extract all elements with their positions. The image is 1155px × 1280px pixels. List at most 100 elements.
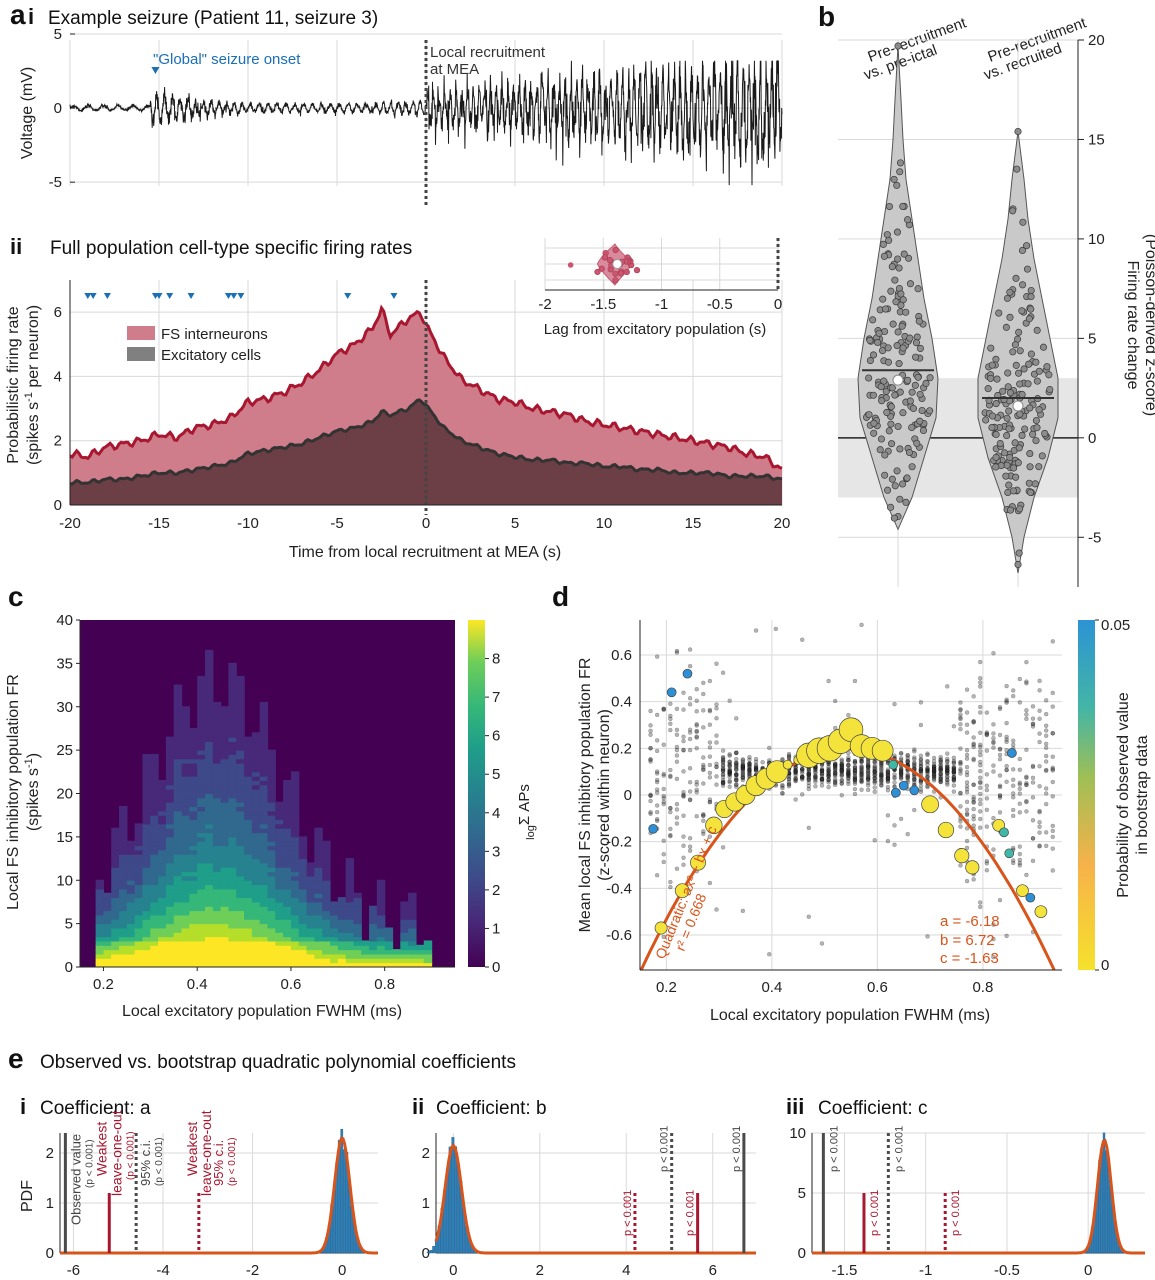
background-point [681,813,686,818]
heatmap-cell [267,793,276,799]
background-point [832,777,838,782]
heatmap-cell [244,957,253,964]
heatmap-cell [236,727,245,734]
background-point [1043,830,1049,835]
heatmap-cell [259,723,269,729]
observed-value-label: Observed value [68,1134,83,1225]
background-point [1024,716,1029,722]
background-point [984,867,990,873]
background-point [872,759,877,765]
background-point [734,766,739,771]
background-point [958,716,963,722]
background-point [958,722,963,727]
background-point [1031,582,1035,586]
heatmap-cell [158,819,167,825]
heatmap-cell [314,949,323,955]
x-tick-label: -1 [919,1262,932,1279]
heatmap-cell [212,771,222,777]
data-point [866,336,874,344]
heatmap-cell [126,845,136,851]
heatmap-cell [111,875,120,881]
data-point [992,430,1000,439]
heatmap-cell [369,944,378,951]
background-point [714,761,719,767]
background-point [1011,777,1016,783]
y-tick-label: 15 [56,829,73,846]
heatmap-cell [251,771,261,777]
background-point [859,759,864,764]
heatmap-cell [236,793,245,799]
background-point [720,760,726,765]
heatmap-cell [95,957,105,964]
heatmap-cell [290,823,300,829]
heatmap-cell [244,753,253,760]
data-point [875,329,883,337]
background-point [820,609,824,613]
heatmap-cell [205,814,214,821]
heatmap-cell [228,801,237,808]
heatmap-cell [267,836,276,842]
background-point [740,766,746,771]
histogram-bar [435,1239,438,1254]
heatmap-cell [306,892,315,899]
background-point [958,712,963,717]
data-point [1043,363,1051,371]
background-point [800,775,805,780]
heatmap-cell [228,775,237,781]
heatmap-cell [142,931,151,938]
heatmap-cell [158,801,167,808]
background-point [813,770,818,776]
heatmap-cell [345,944,355,951]
heatmap-cell [150,871,159,877]
background-point [938,779,943,784]
heatmap-cell [259,771,269,777]
heatmap-cell [220,957,230,964]
heatmap-cell [134,897,144,903]
heatmap-cell [189,866,198,873]
heatmap-cell [142,884,151,890]
background-point [931,773,937,778]
heatmap-cell [212,714,222,721]
background-point [931,764,937,769]
data-point [1006,288,1014,296]
background-point [905,752,910,758]
background-point [793,769,798,775]
background-point [687,780,693,785]
background-point [753,762,759,768]
background-point [1050,794,1055,799]
background-point [819,777,825,782]
background-point [747,767,752,773]
heatmap-cell [173,957,183,964]
heatmap-cell [337,923,347,929]
background-point [859,771,864,777]
heatmap-cell [95,936,105,942]
heatmap-cell [275,866,284,873]
legend-exc-label: Excitatory cells [161,347,261,364]
heatmap-cell [181,832,190,838]
heatmap-cell [142,953,151,959]
heatmap-cell [212,758,222,764]
heatmap-cell [290,884,300,890]
heatmap-cell [165,797,175,803]
heatmap-cell [189,732,198,738]
background-point [846,763,851,768]
y-tick-label: 0 [1088,430,1096,447]
heatmap-cell [142,927,151,933]
data-point [908,423,916,432]
background-point [806,777,811,782]
heatmap-cell [173,701,183,708]
heatmap-cell [158,840,167,847]
heatmap-cell [322,892,331,899]
heatmap-cell [267,784,276,790]
heatmap-cell [322,862,331,868]
background-point [832,772,838,777]
background-point [912,775,917,780]
panel-d-ylabel-1: Mean local FS inhibitory population FR [577,658,594,933]
heatmap-cell [197,875,206,881]
heatmap-cell [158,936,167,942]
heatmap-cell [314,897,323,903]
heatmap-cell [181,819,190,825]
data-point [888,440,896,448]
heatmap-cell [181,918,190,925]
background-point [938,773,943,779]
